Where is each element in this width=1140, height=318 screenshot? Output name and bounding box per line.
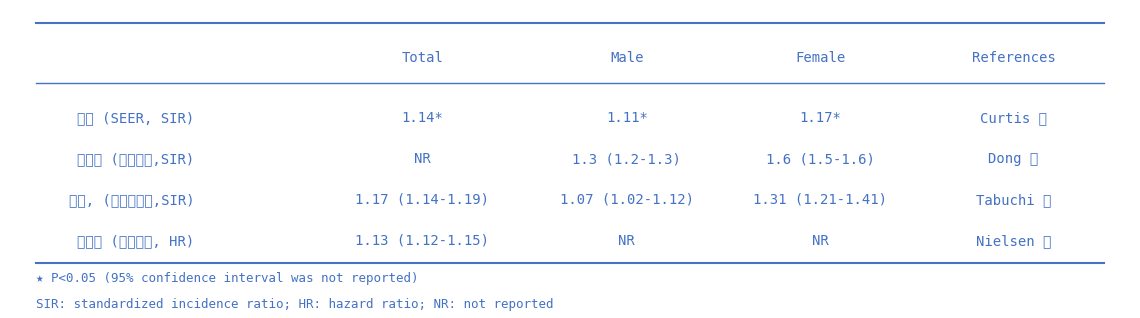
Text: ★ P<0.05 (95% confidence interval was not reported): ★ P<0.05 (95% confidence interval was no… (35, 272, 418, 285)
Text: Male: Male (610, 51, 644, 65)
Text: 일본, (오사카지역,SIR): 일본, (오사카지역,SIR) (70, 193, 195, 207)
Text: 1.11*: 1.11* (606, 111, 648, 125)
Text: 1.3 (1.2-1.3): 1.3 (1.2-1.3) (572, 152, 682, 166)
Text: 덴마크 (전국자료, HR): 덴마크 (전국자료, HR) (78, 234, 195, 248)
Text: 1.14*: 1.14* (401, 111, 443, 125)
Text: 미국 (SEER, SIR): 미국 (SEER, SIR) (78, 111, 195, 125)
Text: 스웨덜 (전국자료,SIR): 스웨덜 (전국자료,SIR) (78, 152, 195, 166)
Text: Nielsen 등: Nielsen 등 (976, 234, 1051, 248)
Text: References: References (971, 51, 1056, 65)
Text: 1.17 (1.14-1.19): 1.17 (1.14-1.19) (356, 193, 489, 207)
Text: 1.07 (1.02-1.12): 1.07 (1.02-1.12) (560, 193, 694, 207)
Text: NR: NR (812, 234, 829, 248)
Text: Curtis 등: Curtis 등 (980, 111, 1047, 125)
Text: Total: Total (401, 51, 443, 65)
Text: NR: NR (619, 234, 635, 248)
Text: NR: NR (414, 152, 431, 166)
Text: 1.6 (1.5-1.6): 1.6 (1.5-1.6) (766, 152, 874, 166)
Text: Dong 등: Dong 등 (988, 152, 1039, 166)
Text: 1.31 (1.21-1.41): 1.31 (1.21-1.41) (754, 193, 887, 207)
Text: SIR: standardized incidence ratio; HR: hazard ratio; NR: not reported: SIR: standardized incidence ratio; HR: h… (35, 298, 553, 310)
Text: Female: Female (795, 51, 846, 65)
Text: 1.13 (1.12-1.15): 1.13 (1.12-1.15) (356, 234, 489, 248)
Text: 1.17*: 1.17* (799, 111, 841, 125)
Text: Tabuchi 등: Tabuchi 등 (976, 193, 1051, 207)
